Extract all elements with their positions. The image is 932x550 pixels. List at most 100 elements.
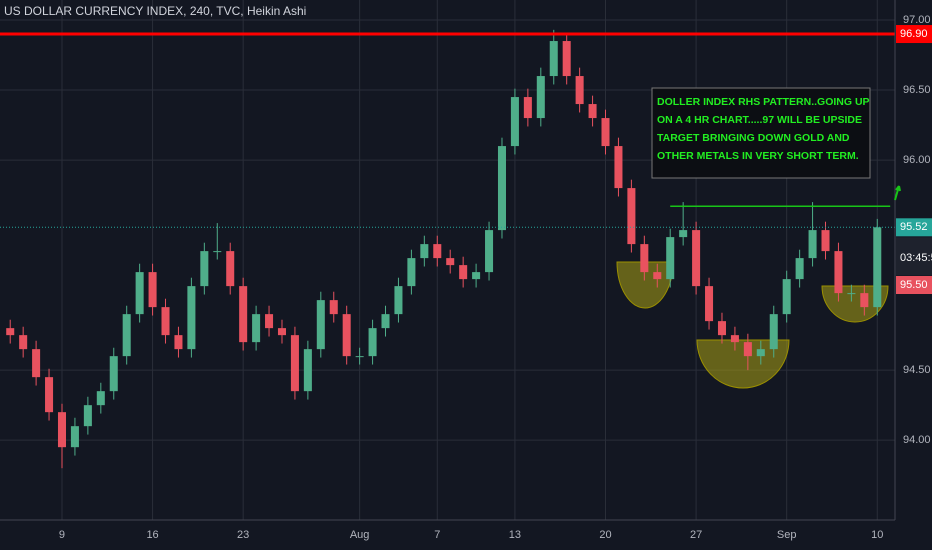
annotation-text: OTHER METALS IN VERY SHORT TERM. (657, 150, 859, 162)
candle-body (433, 244, 442, 259)
candle-body (148, 272, 157, 308)
candle-body (472, 272, 481, 280)
price-badge-label: 95.50 (900, 279, 928, 291)
candle-body (122, 314, 131, 357)
annotation-text: DOLLER INDEX RHS PATTERN..GOING UP (657, 96, 870, 108)
x-tick-label: 23 (237, 529, 249, 541)
candle-body (161, 307, 170, 336)
candle-body (821, 230, 830, 252)
candle-body (381, 314, 390, 329)
candle-body (187, 286, 196, 350)
candle-body (795, 258, 804, 280)
y-tick-label: 97.00 (903, 14, 931, 26)
chart-title: US DOLLAR CURRENCY INDEX, 240, TVC, Heik… (4, 4, 306, 18)
candle-body (394, 286, 403, 315)
candle-body (756, 349, 765, 357)
x-tick-label: 10 (871, 529, 883, 541)
candle-body (407, 258, 416, 287)
candle-body (679, 230, 688, 238)
candle-body (640, 244, 649, 273)
price-badge (896, 218, 932, 237)
candle-body (252, 314, 261, 343)
candle-body (32, 349, 41, 378)
candle-body (523, 97, 532, 119)
x-tick-label: Aug (350, 529, 370, 541)
price-badge-label: 95.52 (900, 221, 928, 233)
x-tick-label: 13 (509, 529, 521, 541)
candle-body (109, 356, 118, 392)
candle-body (614, 146, 623, 189)
candle-body (666, 237, 675, 280)
candle-body (290, 335, 299, 392)
candle-body (174, 335, 183, 350)
y-tick-label: 96.00 (903, 154, 931, 166)
candle-body (6, 328, 15, 336)
candle-body (45, 377, 54, 413)
countdown: 03:45:5 (900, 252, 932, 264)
candle-body (485, 230, 494, 273)
candle-body (834, 251, 843, 294)
candle-body (135, 272, 144, 315)
x-tick-label: 20 (599, 529, 611, 541)
candle-body (277, 328, 286, 336)
candle-body (562, 41, 571, 77)
candle-body (368, 328, 377, 357)
price-badge (896, 276, 932, 294)
y-tick-label: 96.50 (903, 84, 931, 96)
arrow (894, 185, 901, 201)
candle-body (782, 279, 791, 315)
pattern-shape (696, 339, 790, 389)
candle-body (420, 244, 429, 259)
price-badge (896, 25, 932, 44)
x-tick-label: 16 (146, 529, 158, 541)
candle-body (692, 230, 701, 287)
candle-body (730, 335, 739, 343)
annotation-text: TARGET BRINGING DOWN GOLD AND (657, 132, 850, 144)
candle-body (575, 76, 584, 105)
candle-body (239, 286, 248, 343)
candle-body (83, 405, 92, 427)
candle-body (743, 342, 752, 357)
countdown-badge (896, 237, 932, 276)
x-tick-label: 9 (59, 529, 65, 541)
y-tick-label: 94.50 (903, 364, 931, 376)
candle-body (549, 41, 558, 77)
candle-body (355, 356, 364, 358)
candle-body (226, 251, 235, 287)
candle-body (536, 76, 545, 119)
candle-body (316, 300, 325, 350)
candle-body (873, 227, 882, 308)
candle-body (510, 97, 519, 147)
candle-body (497, 146, 506, 231)
candle-body (96, 391, 105, 406)
x-tick-label: 7 (434, 529, 440, 541)
y-tick-label: 94.00 (903, 434, 931, 446)
candle-body (860, 293, 869, 308)
candle-body (601, 118, 610, 147)
price-badge-label: 96.90 (900, 28, 928, 40)
candle-body (808, 230, 817, 259)
candle-body (303, 349, 312, 392)
candle-body (200, 251, 209, 287)
candle-body (57, 412, 66, 448)
candles (6, 29, 882, 469)
candle-body (769, 314, 778, 350)
overlays: 96.90 95.52 03:45:5 95.50 (0, 25, 932, 294)
candle-body (653, 272, 662, 280)
candle-body (70, 426, 79, 448)
candle-body (459, 265, 468, 280)
x-tick-label: Sep (777, 529, 797, 541)
candle-body (847, 293, 856, 295)
candle-body (627, 188, 636, 245)
annotation-box (651, 87, 871, 179)
candle-body (446, 258, 455, 266)
annotation-text: ON A 4 HR CHART.....97 WILL BE UPSIDE (657, 114, 862, 126)
candle-body (342, 314, 351, 357)
x-tick-label: 27 (690, 529, 702, 541)
candle-body (588, 104, 597, 119)
candle-body (213, 251, 222, 253)
candle-body (265, 314, 274, 329)
candle-body (19, 335, 28, 350)
